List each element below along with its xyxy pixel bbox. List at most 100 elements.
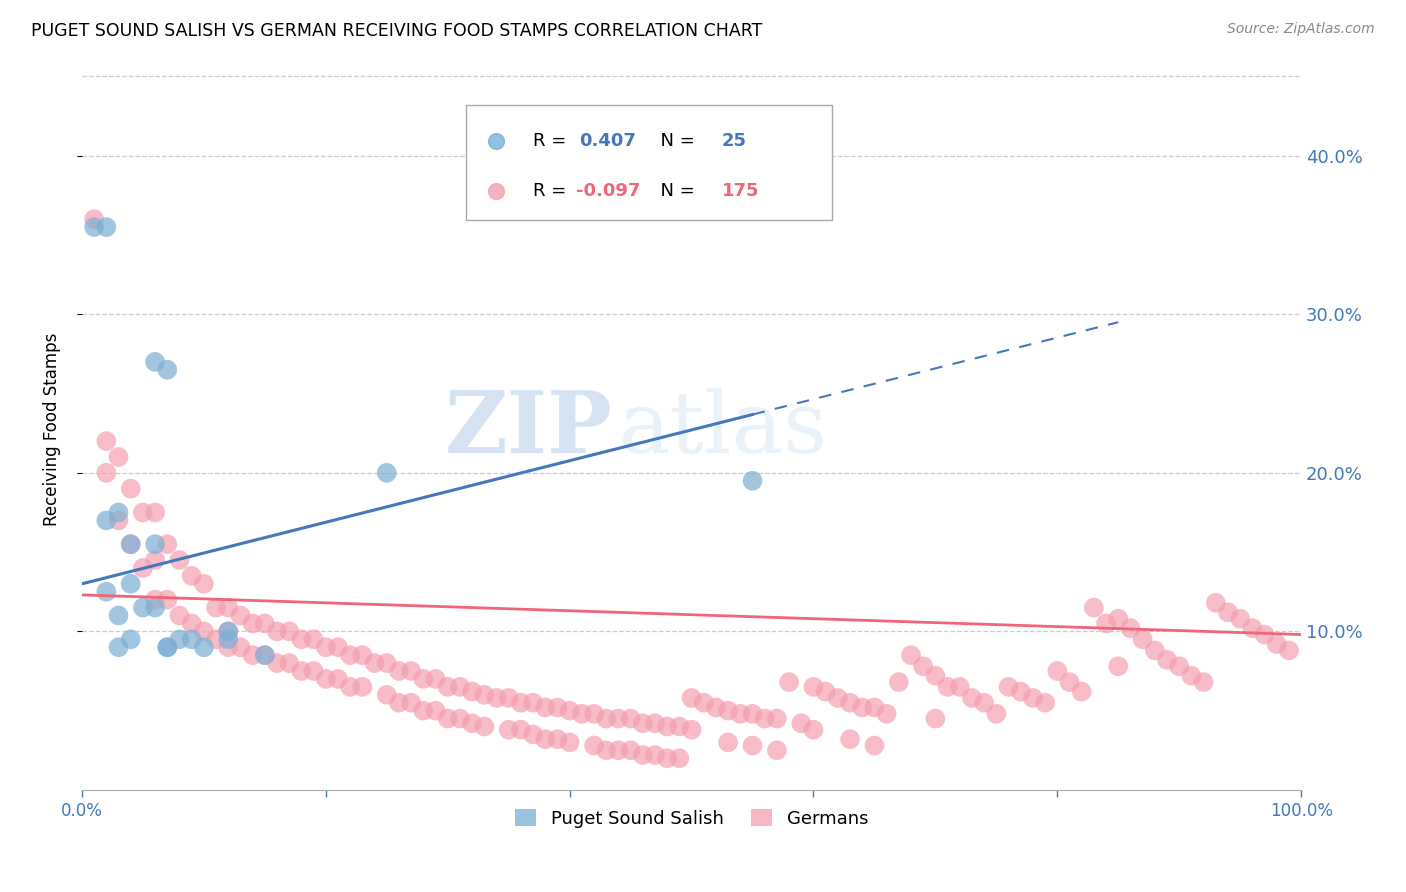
Point <box>83 212 105 227</box>
Point <box>193 624 215 639</box>
Point <box>1107 659 1129 673</box>
Point <box>1278 643 1301 657</box>
Point <box>217 640 239 655</box>
Point <box>132 506 155 520</box>
Point <box>472 719 495 733</box>
Point <box>1253 627 1275 641</box>
Point <box>1022 690 1045 705</box>
Point <box>205 632 228 647</box>
Point <box>704 700 727 714</box>
Point <box>1180 669 1202 683</box>
Point <box>169 608 191 623</box>
Point <box>973 696 995 710</box>
Point <box>741 706 763 721</box>
Point <box>120 537 142 551</box>
Point <box>803 680 825 694</box>
Point <box>107 513 129 527</box>
Point <box>619 712 641 726</box>
Text: N =: N = <box>650 182 700 200</box>
Point <box>619 743 641 757</box>
Point <box>425 672 447 686</box>
Point <box>107 506 129 520</box>
Text: R =: R = <box>533 132 572 150</box>
Point <box>436 712 458 726</box>
Point <box>217 624 239 639</box>
Point <box>1119 621 1142 635</box>
Point <box>1132 632 1154 647</box>
Point <box>936 680 959 694</box>
Point <box>412 672 434 686</box>
Point <box>375 466 398 480</box>
Point <box>278 624 301 639</box>
Point <box>741 474 763 488</box>
Point <box>143 506 166 520</box>
Point <box>302 664 325 678</box>
Point <box>217 624 239 639</box>
Point <box>375 688 398 702</box>
Point <box>107 608 129 623</box>
Point <box>717 704 740 718</box>
Point <box>693 696 716 710</box>
Point <box>595 712 617 726</box>
Point <box>193 576 215 591</box>
Point <box>96 434 118 449</box>
Point <box>1143 643 1166 657</box>
Point <box>558 704 581 718</box>
Point <box>803 723 825 737</box>
Point <box>876 706 898 721</box>
Point <box>278 656 301 670</box>
Point <box>120 632 142 647</box>
Point <box>253 648 276 662</box>
Point <box>839 696 862 710</box>
Text: 175: 175 <box>723 182 759 200</box>
Point <box>120 576 142 591</box>
Point <box>631 747 654 762</box>
Point <box>472 688 495 702</box>
Point <box>644 716 666 731</box>
Point <box>960 690 983 705</box>
Point <box>143 537 166 551</box>
Point <box>143 592 166 607</box>
Point <box>509 696 531 710</box>
Point <box>193 640 215 655</box>
Point <box>1010 684 1032 698</box>
Point <box>1205 596 1227 610</box>
Text: Source: ZipAtlas.com: Source: ZipAtlas.com <box>1227 22 1375 37</box>
Point <box>571 706 593 721</box>
Point <box>96 220 118 235</box>
Point <box>1046 664 1069 678</box>
Point <box>132 600 155 615</box>
Point <box>412 704 434 718</box>
Point <box>266 656 288 670</box>
Point <box>485 690 508 705</box>
Point <box>169 553 191 567</box>
Point <box>375 656 398 670</box>
Point <box>1107 612 1129 626</box>
Point <box>657 751 679 765</box>
Point <box>156 363 179 377</box>
Point <box>1265 637 1288 651</box>
Point <box>461 716 484 731</box>
Point <box>631 716 654 731</box>
Point <box>326 640 349 655</box>
Point <box>290 632 312 647</box>
Point <box>1168 659 1191 673</box>
Point <box>790 716 813 731</box>
Point <box>156 537 179 551</box>
Text: ZIP: ZIP <box>444 387 612 471</box>
Point <box>582 739 605 753</box>
Point <box>290 664 312 678</box>
Point <box>229 640 252 655</box>
Point <box>242 616 264 631</box>
Point <box>326 672 349 686</box>
Point <box>315 640 337 655</box>
Point <box>339 680 361 694</box>
Point <box>741 739 763 753</box>
Point <box>132 561 155 575</box>
Point <box>863 739 886 753</box>
Point <box>534 700 557 714</box>
Y-axis label: Receiving Food Stamps: Receiving Food Stamps <box>44 333 60 526</box>
Point <box>436 680 458 694</box>
Point <box>839 732 862 747</box>
Text: PUGET SOUND SALISH VS GERMAN RECEIVING FOOD STAMPS CORRELATION CHART: PUGET SOUND SALISH VS GERMAN RECEIVING F… <box>31 22 762 40</box>
